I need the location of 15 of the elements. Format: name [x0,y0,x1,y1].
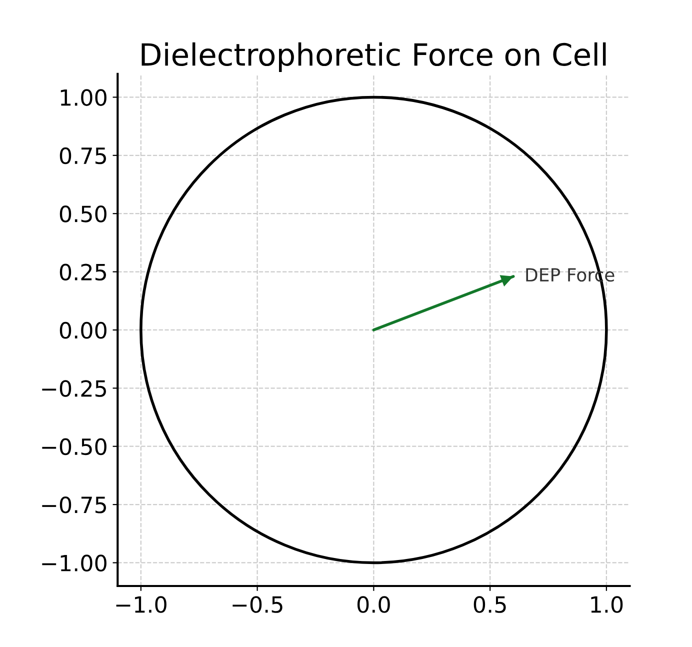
x-tick-label: 0.5 [474,596,506,613]
y-tick-label: −0.25 [42,380,106,397]
chart-title: Dielectrophoretic Force on Cell [142,42,606,72]
y-tick-label: 0.00 [60,322,106,339]
x-tick-label: −0.5 [232,596,282,613]
y-tick-label: −1.00 [42,554,106,572]
y-tick-label: 0.25 [60,264,106,281]
x-tick-label: 0.0 [357,596,390,613]
y-tick-label: 0.50 [60,206,106,222]
x-tick-label: 1.0 [591,596,623,613]
y-tick-label: −0.50 [42,438,106,456]
x-tick-label: −1.0 [116,596,166,613]
y-tick-label: −0.75 [42,496,106,514]
y-tick-label: 1.00 [60,89,106,106]
y-tick-label: 0.75 [60,147,106,164]
